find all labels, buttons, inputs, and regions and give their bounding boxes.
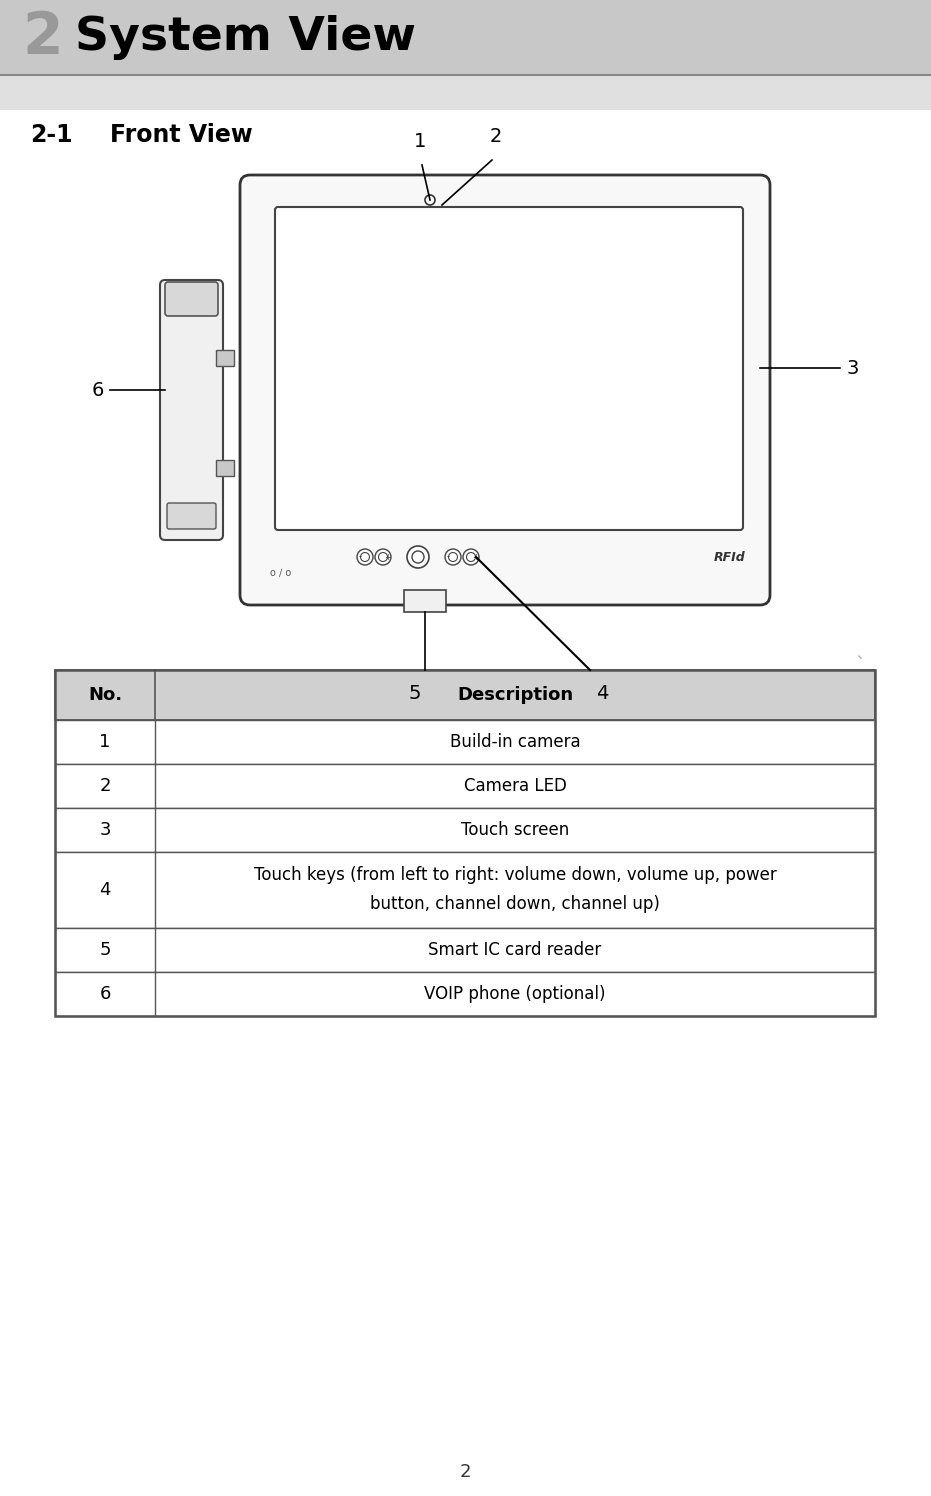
Bar <box>55 928 875 972</box>
Text: o ∕ o: o ∕ o <box>270 568 291 577</box>
Text: 3: 3 <box>100 821 111 839</box>
Bar <box>216 350 234 367</box>
Circle shape <box>375 549 391 565</box>
Circle shape <box>357 549 373 565</box>
Circle shape <box>360 552 370 561</box>
Text: -: - <box>358 552 361 561</box>
Bar <box>404 589 446 612</box>
Text: Smart IC card reader: Smart IC card reader <box>428 941 601 959</box>
Text: RFId: RFId <box>714 551 746 564</box>
Text: 4: 4 <box>596 684 608 703</box>
Circle shape <box>407 546 429 568</box>
Text: +: + <box>385 552 391 561</box>
Text: 1: 1 <box>100 733 111 751</box>
Text: 1: 1 <box>413 132 426 151</box>
Bar <box>55 808 875 853</box>
Text: 3: 3 <box>846 359 858 377</box>
FancyBboxPatch shape <box>167 503 216 530</box>
Text: `: ` <box>856 655 865 675</box>
Bar <box>216 459 234 476</box>
Bar <box>55 853 875 928</box>
Text: 2-1: 2-1 <box>30 123 73 147</box>
Bar <box>0 0 931 75</box>
Text: Touch screen: Touch screen <box>461 821 569 839</box>
Text: Touch keys (from left to right: volume down, volume up, power: Touch keys (from left to right: volume d… <box>253 866 776 884</box>
Bar <box>55 670 875 1016</box>
Circle shape <box>412 551 424 562</box>
Circle shape <box>466 552 476 561</box>
Text: +: + <box>473 552 479 561</box>
Bar <box>0 75 931 111</box>
Text: 6: 6 <box>91 380 104 399</box>
Text: 6: 6 <box>100 984 111 1002</box>
Text: Camera LED: Camera LED <box>464 776 566 794</box>
Text: Front View: Front View <box>110 123 252 147</box>
Text: button, channel down, channel up): button, channel down, channel up) <box>370 895 660 913</box>
Text: Build-in camera: Build-in camera <box>450 733 580 751</box>
Text: 2: 2 <box>490 127 502 147</box>
Text: -: - <box>447 552 450 561</box>
Circle shape <box>379 552 387 561</box>
FancyBboxPatch shape <box>165 283 218 316</box>
Text: 5: 5 <box>100 941 111 959</box>
Text: 2: 2 <box>100 776 111 794</box>
FancyBboxPatch shape <box>160 280 223 540</box>
FancyBboxPatch shape <box>275 206 743 530</box>
Text: 5: 5 <box>409 684 421 703</box>
Bar <box>55 670 875 720</box>
FancyBboxPatch shape <box>240 175 770 604</box>
Bar <box>55 972 875 1016</box>
Text: 4: 4 <box>100 881 111 899</box>
Text: System View: System View <box>75 15 416 60</box>
Circle shape <box>463 549 479 565</box>
Text: Description: Description <box>457 687 573 705</box>
Bar <box>55 720 875 764</box>
Circle shape <box>445 549 461 565</box>
Text: 2: 2 <box>460 1463 471 1481</box>
Text: No.: No. <box>88 687 122 705</box>
Circle shape <box>425 194 435 205</box>
Circle shape <box>449 552 457 561</box>
Bar <box>55 764 875 808</box>
Text: 2: 2 <box>22 9 62 66</box>
Text: VOIP phone (optional): VOIP phone (optional) <box>425 984 606 1002</box>
